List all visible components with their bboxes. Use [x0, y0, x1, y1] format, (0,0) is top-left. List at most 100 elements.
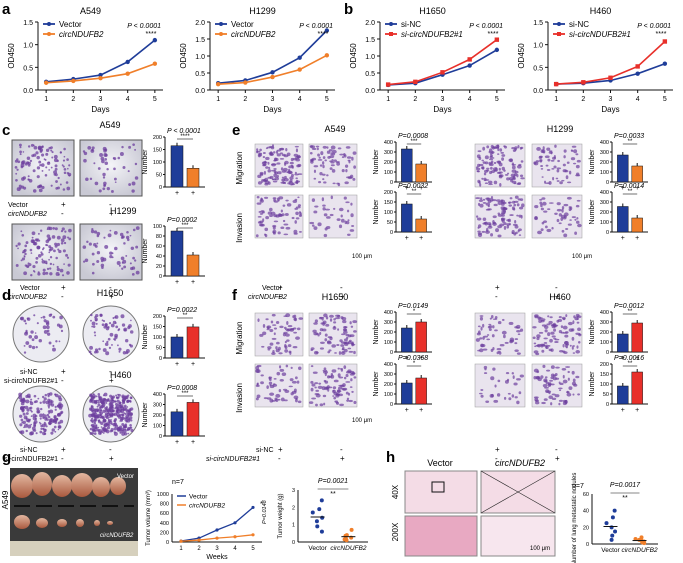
- bar-category-sign: +: [621, 185, 625, 192]
- colony-dot: [23, 319, 27, 323]
- y-axis-label: Number: [589, 199, 596, 225]
- y-tick-label: 0: [390, 402, 393, 408]
- cell: [255, 234, 259, 238]
- cell: [262, 155, 266, 159]
- y-tick-label: 100: [384, 210, 393, 216]
- y-tick-label: 200: [600, 330, 609, 336]
- cell: [349, 334, 355, 338]
- transwell-micrograph-icon: [254, 143, 583, 408]
- cell: [543, 341, 548, 344]
- colony-dot: [32, 144, 35, 147]
- cell: [511, 394, 515, 398]
- y-tick-label: 50: [387, 220, 393, 226]
- data-point: [324, 28, 330, 33]
- colony-dot: [55, 180, 58, 183]
- colony-dot: [96, 242, 99, 245]
- colony-dot: [111, 410, 115, 413]
- cell: [256, 364, 262, 368]
- minus-sign: -: [340, 445, 343, 454]
- tumor-label-vector: Vector: [117, 474, 134, 480]
- cell: [286, 152, 291, 157]
- colony-dot: [67, 236, 70, 239]
- bar-category-sign: +: [419, 235, 423, 242]
- colony-dot: [129, 426, 132, 429]
- y-axis-label: Number: [373, 371, 380, 397]
- cell: [330, 145, 336, 150]
- bar-category-sign: +: [405, 355, 409, 362]
- colony-dot: [35, 256, 39, 260]
- colony-dot: [111, 190, 114, 193]
- colony-dot: [61, 164, 64, 167]
- colony-dot: [25, 412, 29, 415]
- colony-dot: [125, 420, 129, 423]
- p-value: P=0.0017: [610, 482, 641, 489]
- cell: [326, 150, 331, 154]
- y-tick-label: 1.5: [365, 37, 375, 44]
- cell: [318, 156, 321, 159]
- colony-dot: [22, 249, 26, 254]
- colony-dot: [91, 271, 95, 275]
- x-tick-label: 2: [581, 96, 585, 103]
- colony-dot: [40, 316, 43, 319]
- cell: [512, 149, 517, 153]
- cell: [331, 169, 336, 173]
- data-point: [662, 61, 668, 66]
- cell: [315, 145, 320, 148]
- data-point: [98, 72, 103, 78]
- cell: [323, 213, 328, 217]
- colony-dot: [116, 261, 121, 265]
- colony-dot: [121, 261, 124, 264]
- y-tick-label: 150: [153, 325, 162, 331]
- cell: [498, 167, 501, 171]
- cell: [278, 147, 284, 150]
- colony-dot: [113, 157, 117, 161]
- cell: [478, 392, 483, 395]
- cell: [267, 161, 270, 165]
- cell: [336, 389, 342, 393]
- cell: [507, 392, 511, 395]
- y-axis-label: Number of lung metastatic nodules: [572, 473, 578, 563]
- colony-dot: [105, 402, 108, 404]
- cell: [485, 227, 489, 232]
- cell: [555, 366, 560, 369]
- cell: [255, 397, 259, 401]
- cell: [503, 396, 507, 400]
- cell: [341, 156, 345, 159]
- cell: [347, 159, 351, 162]
- cell: [492, 222, 497, 226]
- cell: [310, 160, 314, 164]
- cell: [322, 156, 326, 159]
- plus-sign: +: [340, 454, 345, 463]
- y-tick-label: 100: [153, 160, 162, 166]
- row-label-sinc: si-NC: [256, 447, 274, 454]
- cell: [324, 333, 328, 337]
- panel-d-title-bottom: H460: [110, 370, 132, 380]
- colony-dot: [90, 313, 93, 317]
- colony-dot: [51, 235, 56, 239]
- cell: [262, 218, 265, 222]
- y-tick-label: 0.5: [533, 65, 543, 72]
- colony-dot: [109, 251, 113, 255]
- cell: [337, 367, 340, 370]
- colony-dot: [51, 428, 55, 432]
- colony-dot: [122, 165, 126, 169]
- cell: [558, 329, 563, 334]
- colony-dot: [18, 395, 23, 400]
- colony-dot: [102, 432, 105, 434]
- colony-dot: [97, 428, 100, 431]
- colony-dot: [109, 429, 113, 433]
- cell: [501, 157, 505, 161]
- data-point: [440, 70, 445, 75]
- cell: [289, 176, 294, 180]
- colony-dot: [39, 163, 42, 167]
- scale-bar-label: 100 μm: [572, 254, 592, 260]
- y-tick-label: 0: [159, 185, 162, 191]
- cell: [256, 369, 261, 374]
- cell: [326, 385, 330, 389]
- cell: [349, 174, 354, 179]
- cell: [345, 220, 350, 225]
- data-point: [125, 71, 130, 76]
- cell: [330, 195, 333, 200]
- cell: [272, 178, 277, 181]
- cell: [514, 195, 519, 199]
